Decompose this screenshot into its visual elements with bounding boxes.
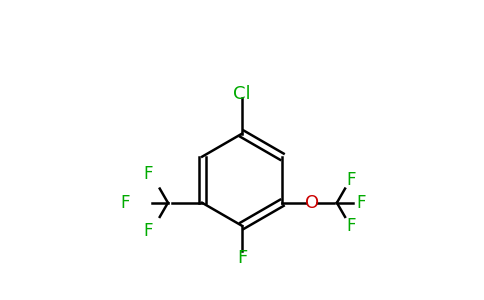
Text: F: F [346, 217, 356, 235]
Text: F: F [143, 223, 152, 241]
Text: F: F [346, 171, 356, 189]
Text: F: F [143, 165, 152, 183]
Text: F: F [237, 250, 247, 268]
Text: F: F [120, 194, 130, 212]
Text: Cl: Cl [233, 85, 251, 103]
Text: F: F [357, 194, 366, 212]
Text: O: O [304, 194, 318, 212]
